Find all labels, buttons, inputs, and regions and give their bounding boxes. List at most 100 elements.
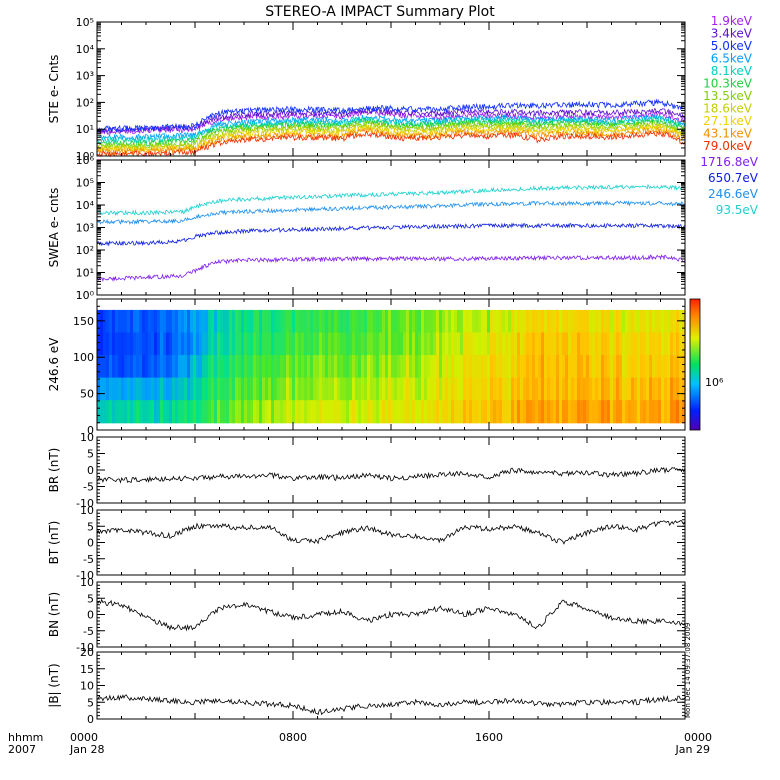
heatmap-cell bbox=[406, 355, 410, 379]
heatmap-cell bbox=[379, 377, 383, 401]
heatmap-cell bbox=[139, 355, 143, 379]
heatmap-cell bbox=[319, 400, 323, 424]
heatmap-cell bbox=[472, 400, 476, 424]
heatmap-cell bbox=[112, 309, 116, 334]
heatmap-cell bbox=[520, 332, 524, 356]
heatmap-cell bbox=[493, 355, 497, 379]
heatmap-cell bbox=[286, 377, 290, 401]
heatmap-cell bbox=[505, 400, 509, 424]
heatmap-cell bbox=[421, 377, 425, 401]
heatmap-cell bbox=[223, 309, 227, 334]
footer-end-date: Jan 29 bbox=[675, 743, 710, 756]
heatmap-cell bbox=[370, 377, 374, 401]
heatmap-cell bbox=[673, 400, 677, 424]
heatmap-cell bbox=[355, 332, 359, 356]
heatmap-cell bbox=[637, 377, 641, 401]
heatmap-cell bbox=[301, 400, 305, 424]
heatmap-cell bbox=[481, 355, 485, 379]
panel-bmag: 0 5 10 15 20 |B| (nT) bbox=[47, 646, 686, 726]
heatmap-cell bbox=[367, 400, 371, 424]
heatmap-cell bbox=[496, 355, 500, 379]
heatmap-cell bbox=[232, 400, 236, 424]
heatmap-cell bbox=[382, 400, 386, 424]
heatmap-cell bbox=[661, 355, 665, 379]
heatmap-cell bbox=[643, 377, 647, 401]
heatmap-cell bbox=[481, 332, 485, 356]
heatmap-cell bbox=[286, 309, 290, 334]
heatmap-cell bbox=[400, 377, 404, 401]
heatmap-cell bbox=[571, 332, 575, 356]
heatmap-cell bbox=[289, 377, 293, 401]
panel-pad: 0 50 100 150 246.6 eV bbox=[47, 298, 686, 437]
heatmap-cell bbox=[193, 355, 197, 379]
heatmap-cell bbox=[583, 355, 587, 379]
heatmap-cell bbox=[655, 309, 659, 334]
heatmap-cell bbox=[190, 377, 194, 401]
heatmap-cell bbox=[373, 355, 377, 379]
heatmap-cell bbox=[283, 332, 287, 356]
heatmap-cell bbox=[373, 377, 377, 401]
heatmap-cell bbox=[454, 332, 458, 356]
heatmap-cell bbox=[214, 377, 218, 401]
series-line-br-0 bbox=[96, 466, 686, 484]
heatmap-cell bbox=[184, 309, 188, 334]
heatmap-cell bbox=[160, 400, 164, 424]
heatmap-cell bbox=[610, 377, 614, 401]
heatmap-cell bbox=[304, 332, 308, 356]
heatmap-cell bbox=[211, 400, 215, 424]
heatmap-cell bbox=[310, 332, 314, 356]
panel-ste: 10⁰ 10¹ 10² 10³ 10⁴ 10⁵ STE e- Cnts bbox=[47, 16, 686, 163]
heatmap-cell bbox=[163, 355, 167, 379]
heatmap-cell bbox=[133, 377, 137, 401]
heatmap-cell bbox=[670, 355, 674, 379]
heatmap-cell bbox=[208, 332, 212, 356]
heatmap-cell bbox=[574, 355, 578, 379]
heatmap-cell bbox=[622, 355, 626, 379]
heatmap-cell bbox=[343, 332, 347, 356]
heatmap-cell bbox=[667, 355, 671, 379]
heatmap-cell bbox=[553, 309, 557, 334]
heatmap-cell bbox=[529, 332, 533, 356]
heatmap-cell bbox=[349, 332, 353, 356]
heatmap-cell bbox=[613, 309, 617, 334]
heatmap-cell bbox=[553, 332, 557, 356]
heatmap-cell bbox=[331, 309, 335, 334]
heatmap-cell bbox=[628, 400, 632, 424]
heatmap-cell bbox=[127, 332, 131, 356]
heatmap-cell bbox=[388, 400, 392, 424]
colorbar bbox=[689, 298, 701, 431]
heatmap-cell bbox=[565, 400, 569, 424]
heatmap-cell bbox=[391, 355, 395, 379]
heatmap-cell bbox=[415, 400, 419, 424]
heatmap-cell bbox=[196, 377, 200, 401]
heatmap-cell bbox=[412, 377, 416, 401]
heatmap-cell bbox=[304, 309, 308, 334]
heatmap-cell bbox=[337, 377, 341, 401]
heatmap-cell bbox=[607, 309, 611, 334]
heatmap-cell bbox=[679, 400, 683, 424]
heatmap-cell bbox=[556, 332, 560, 356]
heatmap-cell bbox=[343, 377, 347, 401]
heatmap-cell bbox=[571, 309, 575, 334]
heatmap-cell bbox=[490, 332, 494, 356]
heatmap-cell bbox=[595, 355, 599, 379]
heatmap-cell bbox=[418, 355, 422, 379]
heatmap-cell bbox=[316, 332, 320, 356]
heatmap-cell bbox=[562, 355, 566, 379]
heatmap-cell bbox=[259, 309, 263, 334]
heatmap-cell bbox=[367, 309, 371, 334]
heatmap-cell bbox=[223, 400, 227, 424]
heatmap-cell bbox=[580, 377, 584, 401]
heatmap-cell bbox=[574, 377, 578, 401]
heatmap-cell bbox=[289, 332, 293, 356]
heatmap-cell bbox=[202, 355, 206, 379]
heatmap-cell bbox=[523, 309, 527, 334]
heatmap-cell bbox=[400, 355, 404, 379]
heatmap-cell bbox=[115, 309, 119, 334]
heatmap-cell bbox=[175, 377, 179, 401]
heatmap-cell bbox=[490, 355, 494, 379]
heatmap-cell bbox=[403, 400, 407, 424]
heatmap-cell bbox=[634, 355, 638, 379]
heatmap-cell bbox=[529, 309, 533, 334]
heatmap-cell bbox=[262, 355, 266, 379]
